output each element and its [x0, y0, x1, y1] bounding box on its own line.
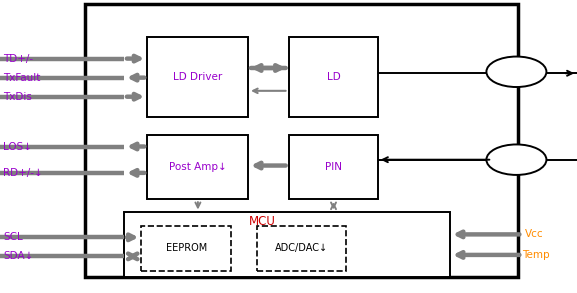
Text: Vcc: Vcc [525, 229, 544, 239]
Text: LD: LD [327, 72, 340, 82]
Bar [288, 135, 378, 199]
Text: MCU: MCU [249, 215, 276, 228]
Circle shape [486, 144, 546, 175]
Text: RD+/-↓: RD+/-↓ [3, 168, 43, 178]
Text: ADC/DAC↓: ADC/DAC↓ [275, 243, 328, 253]
Bar [147, 135, 248, 199]
Text: Temp: Temp [522, 250, 550, 260]
Circle shape [486, 57, 546, 87]
Text: SDA↓: SDA↓ [3, 251, 33, 261]
Text: SCL: SCL [3, 232, 23, 242]
Text: EEPROM: EEPROM [166, 243, 207, 253]
Text: TD+/-: TD+/- [3, 54, 33, 64]
Bar [288, 37, 378, 117]
Text: Post Amp↓: Post Amp↓ [169, 162, 227, 172]
Text: TxFault: TxFault [3, 73, 40, 83]
Text: LD Driver: LD Driver [173, 72, 223, 82]
Bar [124, 212, 450, 277]
Bar [141, 226, 231, 271]
Bar [147, 37, 248, 117]
Bar [85, 4, 518, 277]
Bar [257, 226, 346, 271]
Text: PIN: PIN [325, 162, 342, 172]
Text: LOS↓: LOS↓ [3, 142, 32, 151]
Text: TxDis: TxDis [3, 92, 32, 102]
